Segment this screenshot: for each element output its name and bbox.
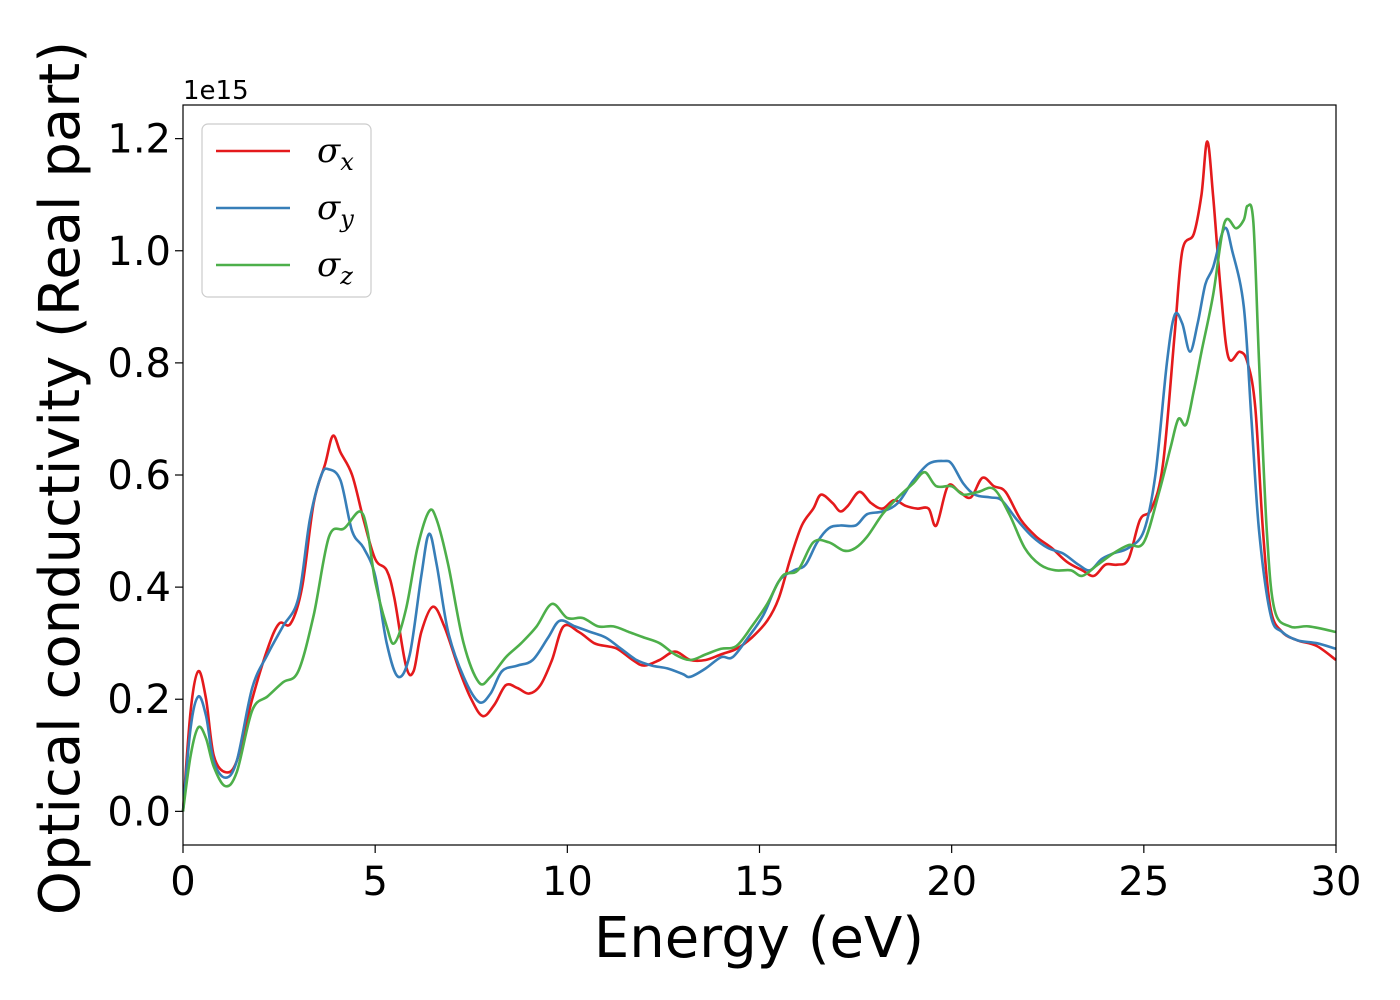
y-tick-label: 1.0 <box>107 229 171 275</box>
y-offset-label: 1e15 <box>183 76 249 106</box>
legend-label-z: σz <box>317 245 353 290</box>
plot-area <box>183 105 1336 845</box>
legend-label-y: σy <box>317 188 354 233</box>
legend-box <box>201 123 372 298</box>
y-tick-label: 0.6 <box>107 453 171 499</box>
x-tick-label: 5 <box>362 859 387 905</box>
x-axis-ticks: 0 5 10 15 20 25 30 <box>170 845 1361 905</box>
x-tick-label: 20 <box>926 859 977 905</box>
x-tick-label: 0 <box>170 859 195 905</box>
x-tick-label: 30 <box>1311 859 1362 905</box>
y-tick-label: 0.8 <box>107 341 171 387</box>
series-line-y <box>181 226 1337 812</box>
y-tick-label: 0.0 <box>107 789 171 835</box>
x-axis-title: Energy (eV) <box>594 906 924 971</box>
series-line-z <box>181 203 1337 812</box>
y-tick-label: 1.2 <box>107 117 171 163</box>
y-axis-title: Optical conductivity (Real part) <box>28 41 93 915</box>
x-tick-label: 10 <box>542 859 593 905</box>
series-layer <box>181 140 1337 812</box>
series-line-x <box>181 140 1337 812</box>
y-axis-ticks: 0.0 0.2 0.4 0.6 0.8 1.0 1.2 <box>107 117 183 835</box>
y-tick-label: 0.4 <box>107 565 171 611</box>
x-tick-label: 15 <box>734 859 785 905</box>
legend: σx σy σz <box>201 123 372 298</box>
x-tick-label: 25 <box>1118 859 1169 905</box>
legend-label-x: σx <box>317 131 354 176</box>
y-tick-label: 0.2 <box>107 677 171 723</box>
